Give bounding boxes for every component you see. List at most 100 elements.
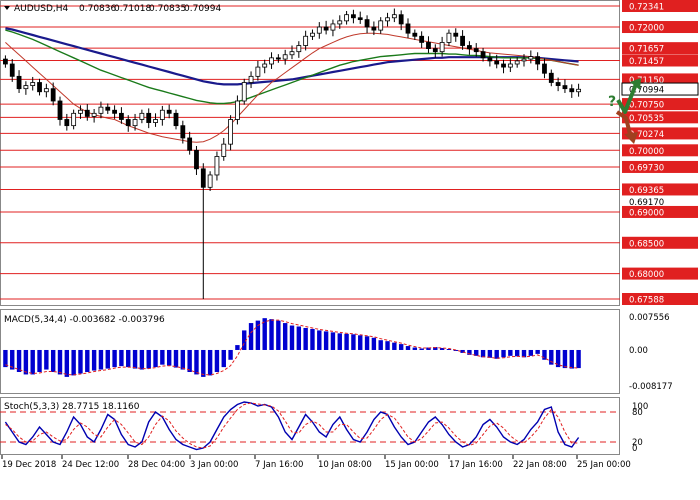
- price-label-box: [622, 236, 698, 249]
- macd-bar: [255, 320, 261, 350]
- macd-bar: [242, 330, 247, 350]
- macd-bar: [119, 349, 124, 367]
- candle-body: [460, 35, 465, 46]
- macd-bar: [323, 331, 329, 350]
- candle-body: [535, 56, 541, 65]
- candle-body: [446, 32, 452, 43]
- macd-axis-label: 0.007556: [629, 313, 670, 323]
- candle-body: [9, 63, 15, 77]
- candle-body: [391, 14, 397, 19]
- candle-body: [3, 58, 8, 65]
- price-label-box: [622, 183, 698, 196]
- macd-bar: [126, 349, 131, 368]
- macd-bar: [153, 349, 158, 368]
- candle-body: [323, 26, 329, 31]
- stoch-d-line: [5, 402, 579, 449]
- candle-body: [105, 106, 111, 111]
- macd-bar: [562, 349, 568, 369]
- candle-body: [37, 82, 42, 93]
- macd-bar: [467, 349, 472, 355]
- macd-bar: [91, 349, 97, 371]
- macd-bar: [132, 349, 138, 369]
- price-level-label: 0.67588: [629, 296, 664, 306]
- macd-bar: [494, 349, 499, 359]
- price-axis: 0.72341 0.72000 0.71657 0.71457 0.711500.709…: [621, 0, 699, 306]
- macd-bar: [3, 349, 8, 368]
- candle-body: [528, 56, 534, 60]
- macd-indicator: 0.007556 0.00 -0.008177: [3, 313, 673, 392]
- macd-axis-label: -0.008177: [629, 382, 673, 392]
- macd-bar: [351, 334, 356, 350]
- candle-body: [125, 119, 131, 127]
- candle-body: [139, 112, 145, 120]
- price-label-box: [622, 0, 698, 12]
- macd-bar: [371, 337, 377, 350]
- chart-symbol-title: AUDUSD,H4: [14, 4, 69, 14]
- macd-bar: [44, 349, 49, 370]
- candle-body: [357, 17, 363, 21]
- down-arrow-icon: [615, 110, 633, 139]
- price-level-label: 0.70535: [629, 114, 664, 124]
- macd-bar: [419, 348, 424, 350]
- candle-body: [494, 60, 500, 65]
- candle-body: [173, 112, 179, 127]
- candle-body: [91, 112, 97, 117]
- candle-body: [78, 109, 83, 114]
- price-label-box: [622, 293, 698, 305]
- candle-body: [50, 88, 56, 102]
- candle-body: [521, 58, 527, 62]
- macd-bar: [358, 335, 363, 350]
- stoch-axis-label: 0: [632, 444, 637, 454]
- macd-bar: [385, 341, 390, 350]
- candle-body: [514, 60, 520, 65]
- macd-bar: [508, 349, 513, 356]
- up-arrow-head-icon: [630, 78, 641, 90]
- price-label-box: [622, 111, 698, 124]
- price-axis-label: 0.69170: [629, 198, 664, 208]
- price-label-box: [622, 160, 698, 173]
- stoch-axis-label: 20: [632, 438, 643, 448]
- price-level-label: 0.68000: [629, 270, 664, 280]
- candle-body: [542, 63, 547, 74]
- question-mark-icon: ?: [608, 94, 616, 110]
- macd-bar: [207, 349, 213, 376]
- macd-bar: [173, 349, 179, 368]
- candle-body: [153, 119, 158, 123]
- macd-bar: [289, 325, 295, 350]
- candle-body: [228, 119, 233, 145]
- macd-bar: [160, 349, 165, 365]
- macd-bar: [344, 333, 349, 350]
- candle-body: [439, 42, 445, 53]
- macd-bar: [85, 349, 90, 373]
- candle-body: [57, 100, 63, 120]
- macd-bar: [412, 347, 418, 350]
- macd-bar: [276, 320, 281, 350]
- macd-bar: [433, 347, 438, 350]
- macd-bar: [57, 349, 63, 375]
- candle-body: [30, 82, 36, 86]
- macd-bar: [535, 349, 540, 354]
- candle-body: [310, 32, 315, 37]
- macd-bar: [23, 349, 29, 375]
- candle-body: [269, 57, 274, 65]
- candle-body: [426, 42, 431, 49]
- candle-body: [262, 63, 268, 68]
- price-label-box: [622, 205, 698, 218]
- candle-body: [405, 23, 411, 34]
- macd-bar: [480, 349, 486, 358]
- candle-body: [419, 35, 425, 43]
- macd-bar: [378, 340, 383, 350]
- candle-body: [23, 85, 29, 90]
- price-label-box: [622, 98, 698, 111]
- candle-body: [303, 35, 309, 46]
- macd-bar: [201, 349, 206, 377]
- candle-body: [84, 109, 90, 117]
- macd-bar: [139, 349, 145, 370]
- macd-bar: [330, 332, 336, 350]
- candle-body: [255, 66, 261, 77]
- macd-bar: [392, 342, 397, 350]
- macd-bar: [474, 349, 479, 356]
- candle-body: [344, 14, 349, 22]
- current-price-label: 0.70994: [629, 86, 664, 96]
- stoch-axis-label: 100: [632, 402, 648, 412]
